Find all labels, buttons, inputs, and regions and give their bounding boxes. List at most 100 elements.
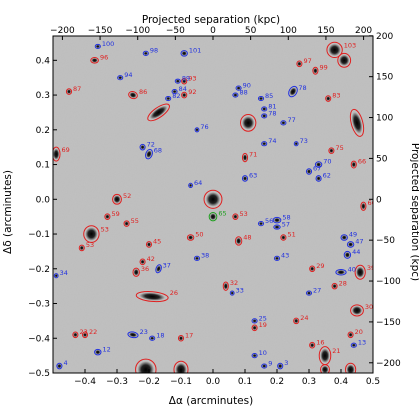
source-18: 18 (149, 332, 165, 341)
galaxy-blob (133, 268, 139, 276)
source-59: 59 (104, 210, 120, 220)
source-98: 98 (142, 47, 158, 56)
aperture-ellipse (232, 92, 239, 98)
source-label: 39 (367, 264, 375, 272)
top-tick-label: 100 (280, 26, 297, 36)
source-label: 22 (89, 328, 97, 336)
top-tick-label: 0 (210, 26, 216, 36)
galaxy-blob (128, 332, 138, 338)
source-label: 34 (60, 269, 68, 277)
aperture-ellipse (81, 331, 89, 339)
source-label: 32 (230, 279, 238, 287)
galaxy-blob (233, 214, 238, 219)
source-43: 43 (273, 252, 289, 261)
galaxy-blob (316, 176, 321, 181)
source-label: 66 (358, 158, 366, 166)
source-label: 23 (140, 328, 148, 336)
source-label: 56 (265, 217, 273, 225)
right-tick-label: 0 (376, 195, 382, 205)
source-77: 77 (280, 116, 296, 126)
source-unlabeled-0 (203, 189, 223, 209)
galaxy-blob (262, 114, 267, 118)
top-tick-label: 200 (355, 26, 372, 36)
aperture-ellipse (117, 75, 124, 81)
source-73: 73 (293, 137, 308, 147)
source-69: 69 (53, 146, 70, 162)
aperture-ellipse (261, 113, 268, 119)
galaxy-blob (310, 342, 315, 348)
galaxy-blob (181, 51, 187, 56)
galaxy-blob (166, 96, 171, 101)
galaxy-blob (351, 306, 363, 315)
aperture-ellipse (347, 331, 354, 339)
source-33: 33 (229, 286, 244, 296)
aperture-ellipse (194, 127, 200, 133)
aperture-ellipse (251, 353, 258, 359)
aperture-ellipse (257, 221, 265, 227)
galaxy-blob (175, 79, 180, 83)
x-tick-label: −0.3 (106, 377, 128, 387)
aperture-ellipse (305, 290, 313, 296)
source-label: 33 (236, 286, 244, 294)
aperture-ellipse (181, 77, 188, 85)
source-78: 78 (261, 109, 277, 119)
source-label: 68 (154, 147, 162, 155)
galaxy-blob (258, 96, 264, 101)
aperture-ellipse (251, 324, 258, 332)
galaxy-blob (139, 292, 165, 301)
aperture-ellipse (261, 141, 268, 147)
galaxy-blob (320, 348, 330, 363)
source-unlabeled-5 (337, 52, 352, 68)
source-29: 29 (309, 262, 325, 273)
source-93: 93 (181, 74, 197, 85)
source-72: 72 (139, 140, 155, 151)
galaxy-blob (223, 282, 228, 290)
aperture-ellipse (315, 175, 322, 182)
source-label: 47 (355, 238, 363, 246)
galaxy-blob (150, 336, 155, 340)
aperture-ellipse (173, 360, 189, 373)
source-71: 71 (241, 150, 257, 163)
galaxy-blob (294, 142, 298, 146)
source-90: 90 (235, 81, 251, 91)
aperture-ellipse (350, 342, 357, 348)
source-label: 18 (156, 332, 164, 340)
source-92: 92 (181, 88, 197, 99)
galaxy-blob (54, 274, 58, 278)
aperture-ellipse (326, 41, 343, 59)
x-axis-label: Δα (arcminutes) (169, 395, 253, 407)
source-40: 40 (335, 265, 356, 276)
top-axis-label: Projected separation (kpc) (142, 14, 280, 26)
source-label: 64 (194, 179, 202, 187)
source-label: 16 (316, 338, 324, 346)
source-label: 77 (287, 116, 295, 124)
source-unlabeled-10 (147, 103, 170, 122)
galaxy-blob (361, 202, 366, 210)
galaxy-blob (336, 270, 346, 275)
source-label: 53 (101, 226, 109, 234)
right-tick-label: 150 (376, 73, 393, 83)
galaxy-blob (95, 349, 101, 355)
aperture-ellipse (312, 66, 319, 75)
source-label: 72 (147, 140, 155, 148)
galaxy-blob (313, 67, 318, 74)
galaxy-blob (262, 142, 267, 146)
galaxy-blob (326, 96, 331, 101)
source-label: 9 (268, 359, 272, 367)
aperture-ellipse (280, 120, 287, 126)
y-tick-label: 0.0 (36, 195, 51, 205)
galaxy-blob (91, 58, 98, 63)
x-tick-label: 0.2 (270, 377, 284, 387)
source-47: 47 (346, 238, 364, 248)
source-42: 42 (139, 255, 155, 266)
galaxy-blob (205, 192, 221, 207)
source-label: 89 (182, 75, 190, 83)
source-87: 87 (65, 85, 81, 95)
source-label: 19 (259, 321, 267, 329)
source-39: 39 (354, 264, 375, 280)
y-axis-label: Δδ (arcminutes) (2, 170, 14, 254)
galaxy-blob (344, 252, 350, 258)
right-tick-label: −50 (376, 236, 395, 246)
aperture-ellipse (128, 90, 138, 100)
x-tick-label: −0.4 (74, 377, 96, 387)
